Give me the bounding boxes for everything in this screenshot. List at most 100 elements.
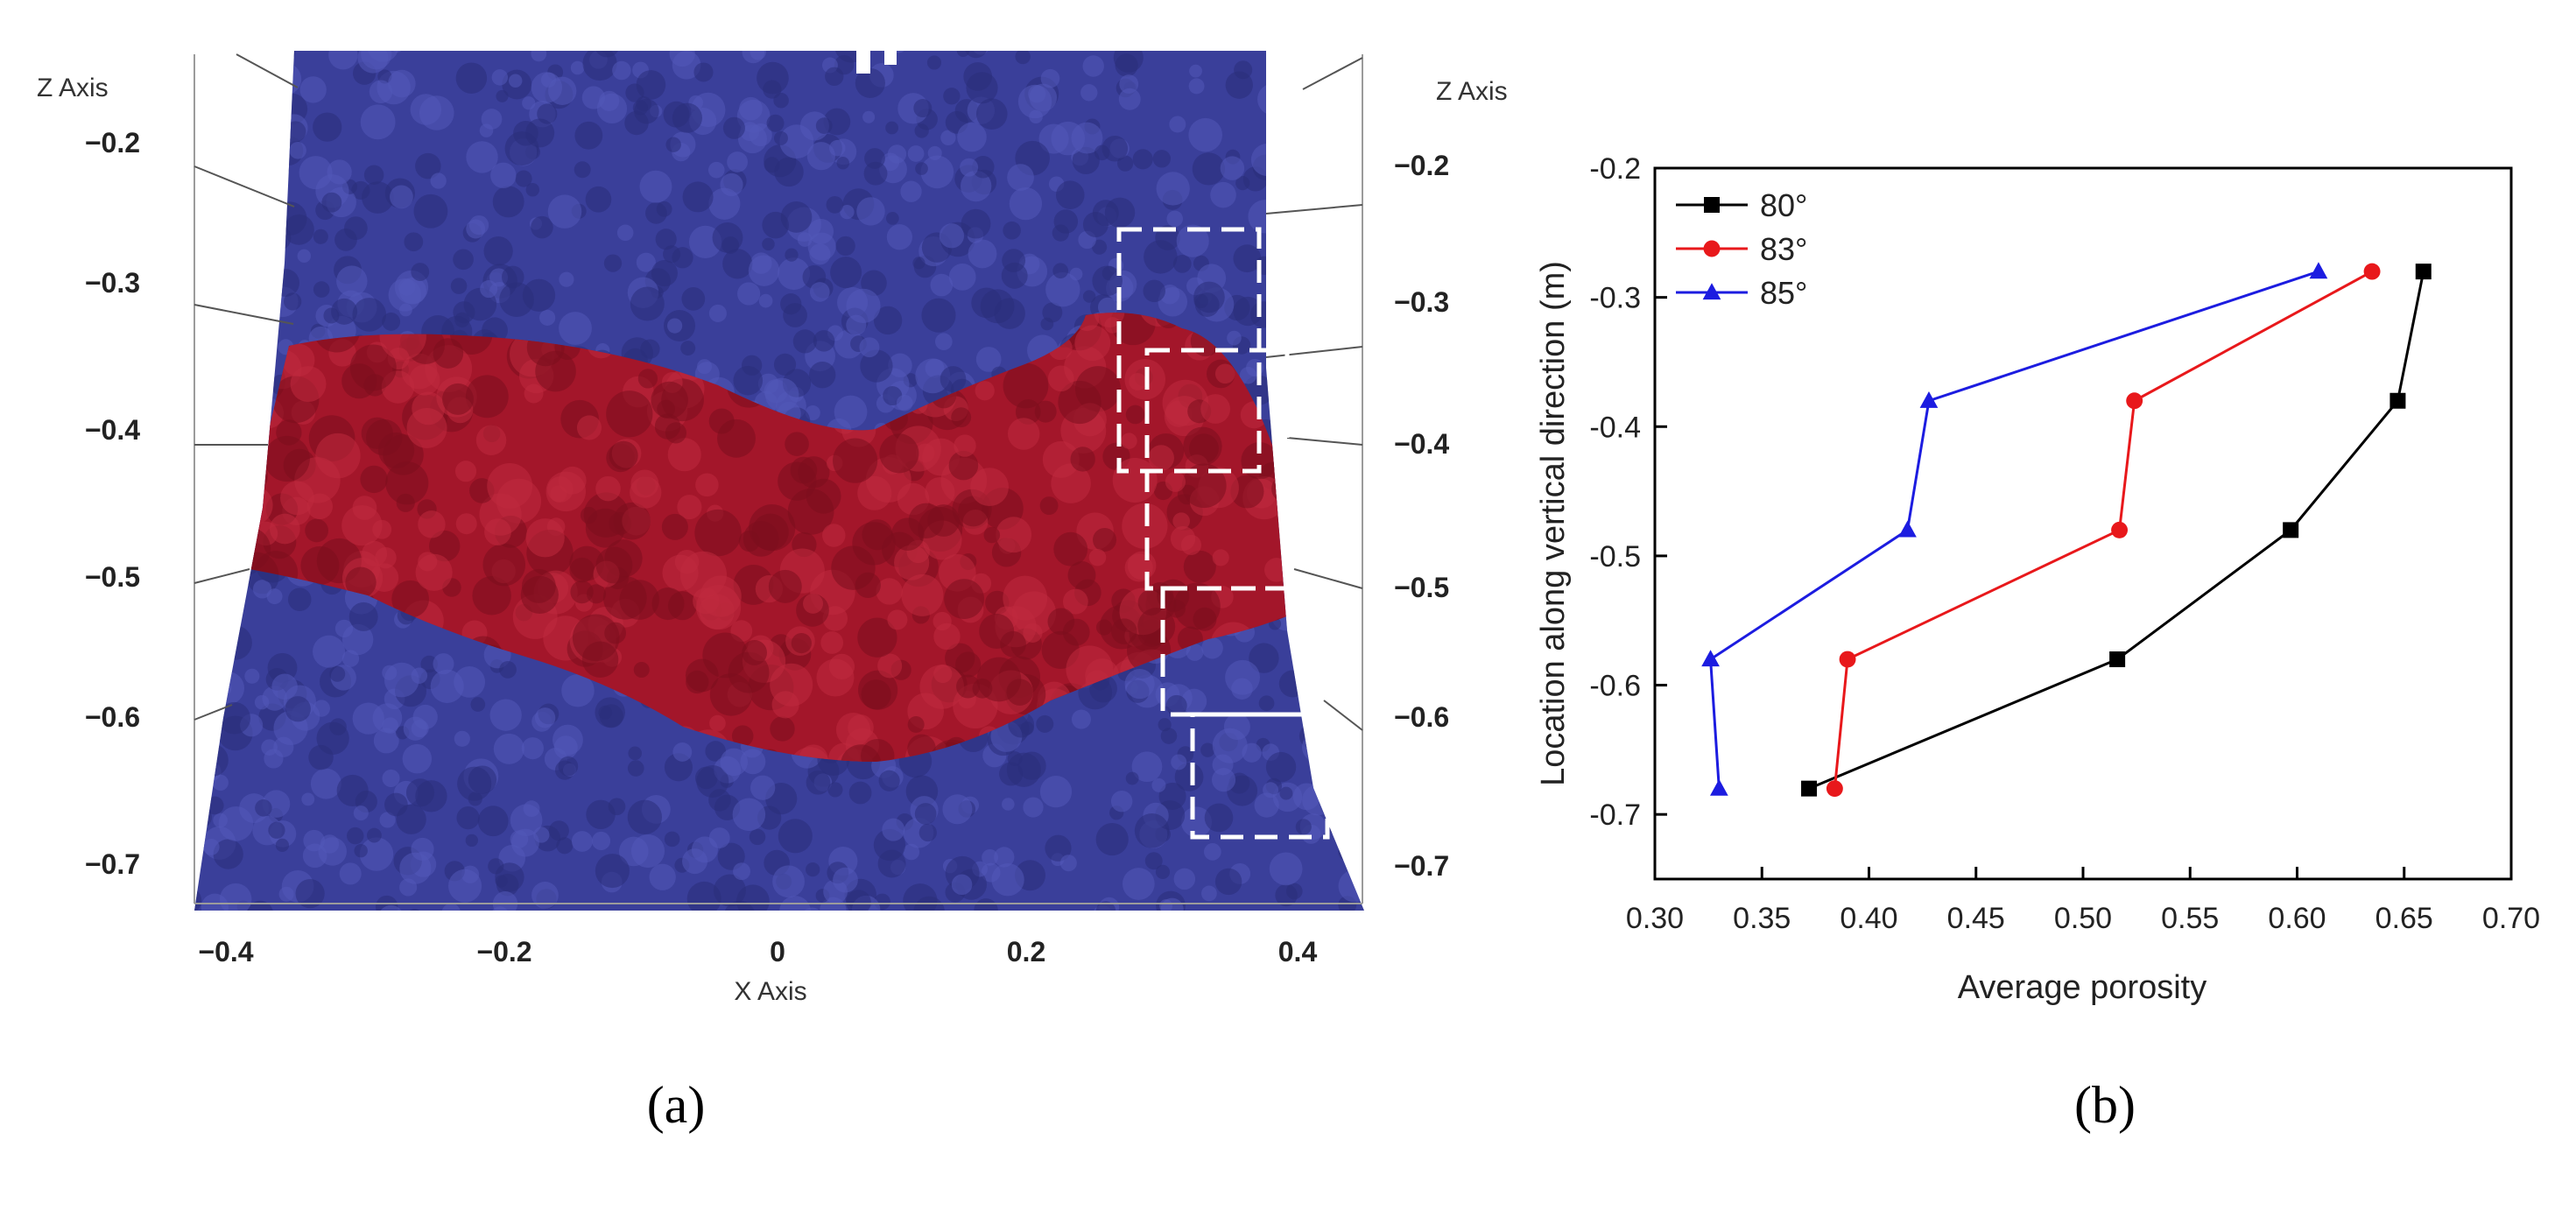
blue-particle bbox=[348, 601, 378, 631]
blue-particle bbox=[1101, 135, 1129, 162]
blue-particle bbox=[1082, 211, 1109, 237]
red-particle bbox=[454, 461, 477, 482]
legend-label: 83° bbox=[1760, 231, 1807, 267]
blue-particle bbox=[961, 208, 991, 239]
blue-particle bbox=[806, 770, 831, 795]
blue-particle bbox=[1334, 286, 1349, 301]
blue-particle bbox=[1028, 85, 1046, 103]
red-particle bbox=[418, 552, 438, 572]
red-particle bbox=[696, 585, 742, 630]
blue-particle bbox=[1318, 123, 1342, 148]
data-point bbox=[2126, 392, 2143, 410]
blue-particle bbox=[558, 756, 579, 777]
blue-particle bbox=[634, 98, 659, 124]
red-particle bbox=[250, 485, 273, 525]
blue-particle bbox=[1165, 694, 1187, 716]
blue-particle bbox=[194, 722, 205, 746]
blue-particle bbox=[229, 531, 250, 551]
red-particle bbox=[1291, 416, 1296, 455]
blue-particle bbox=[264, 749, 284, 769]
red-particle bbox=[861, 679, 891, 710]
red-particle bbox=[979, 614, 1015, 650]
blue-particle bbox=[680, 341, 696, 356]
blue-particle bbox=[1342, 51, 1357, 56]
red-particle bbox=[1287, 313, 1296, 323]
blue-particle bbox=[1250, 143, 1284, 177]
blue-particle bbox=[1174, 762, 1204, 791]
blue-particle bbox=[585, 186, 612, 213]
red-particle bbox=[661, 513, 688, 540]
blue-particle bbox=[672, 102, 702, 133]
blue-particle bbox=[194, 459, 196, 482]
blue-particle bbox=[465, 834, 478, 848]
blue-particle bbox=[287, 587, 312, 611]
blue-particle bbox=[630, 286, 665, 321]
blue-particle bbox=[1249, 643, 1279, 673]
red-particle bbox=[1067, 560, 1096, 589]
blue-particle bbox=[742, 51, 765, 64]
red-particle bbox=[1230, 475, 1264, 509]
red-particle bbox=[305, 518, 329, 543]
blue-particle bbox=[222, 214, 250, 242]
blue-particle bbox=[1186, 644, 1204, 661]
blue-particle bbox=[712, 222, 743, 253]
blue-particle bbox=[194, 803, 200, 824]
red-particle bbox=[1311, 613, 1334, 636]
blue-particle bbox=[956, 51, 970, 57]
blue-particle bbox=[705, 741, 727, 762]
blue-particle bbox=[920, 155, 954, 189]
blue-particle bbox=[1193, 281, 1225, 313]
blue-particle bbox=[313, 229, 328, 244]
blue-particle bbox=[366, 827, 382, 843]
red-particle bbox=[442, 383, 474, 415]
blue-particle bbox=[321, 192, 342, 213]
red-particle bbox=[976, 657, 1022, 702]
blue-particle bbox=[848, 781, 872, 805]
blue-particle bbox=[667, 318, 683, 334]
blue-particle bbox=[194, 691, 209, 725]
legend: 80° 83° 85° bbox=[1676, 187, 1807, 311]
blue-particle bbox=[809, 361, 836, 389]
x-axis-title: X Axis bbox=[734, 977, 806, 1006]
x-axis-label: Average porosity bbox=[1958, 969, 2206, 1006]
blue-particle bbox=[561, 673, 595, 707]
data-point bbox=[2111, 521, 2129, 538]
blue-particle bbox=[1225, 659, 1260, 695]
blue-particle bbox=[1341, 487, 1362, 508]
blue-particle bbox=[1040, 68, 1060, 88]
blue-particle bbox=[594, 51, 620, 58]
blue-particle bbox=[492, 186, 524, 218]
blue-particle bbox=[194, 534, 205, 565]
blue-particle bbox=[766, 114, 785, 132]
blue-particle bbox=[194, 887, 202, 911]
red-particle bbox=[524, 383, 544, 404]
data-point bbox=[2389, 392, 2406, 409]
series-80-deg bbox=[1801, 264, 2432, 797]
blue-particle bbox=[1181, 806, 1213, 838]
blue-particle bbox=[194, 805, 208, 836]
blue-particle bbox=[1257, 83, 1290, 116]
z-tick-right: −0.7 bbox=[1394, 850, 1449, 882]
data-point bbox=[2309, 262, 2328, 279]
blue-particle bbox=[223, 54, 238, 69]
blue-particle bbox=[749, 828, 766, 846]
blue-particle bbox=[1113, 51, 1144, 73]
blue-particle bbox=[1304, 664, 1320, 680]
x-tick: 0.2 bbox=[1007, 936, 1045, 967]
blue-particle bbox=[406, 909, 424, 911]
blue-particle bbox=[778, 819, 813, 854]
y-axis-ticks: -0.2 -0.3 -0.4 -0.5 -0.6 -0.7 bbox=[1589, 152, 1667, 832]
blue-particle bbox=[1352, 54, 1364, 87]
x-ticks: −0.4 −0.2 0 0.2 0.4 bbox=[198, 936, 1317, 967]
blue-particle bbox=[1323, 405, 1349, 432]
blue-particle bbox=[1002, 249, 1026, 273]
blue-particle bbox=[216, 63, 250, 97]
blue-particle bbox=[940, 366, 967, 392]
blue-particle bbox=[627, 760, 644, 777]
blue-particle bbox=[496, 89, 509, 102]
red-particle bbox=[613, 502, 651, 540]
data-point bbox=[2363, 263, 2381, 280]
blue-particle bbox=[877, 849, 906, 878]
blue-particle bbox=[202, 185, 228, 210]
blue-particle bbox=[1015, 51, 1031, 65]
